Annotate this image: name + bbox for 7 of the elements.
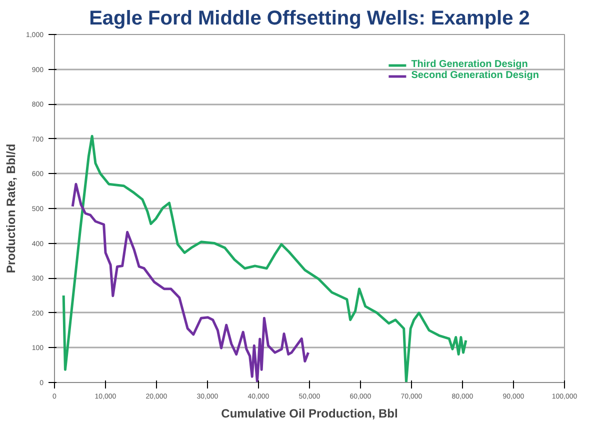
legend-label: Third Generation Design	[411, 59, 528, 70]
line-series	[62, 134, 468, 382]
chart-title: Eagle Ford Middle Offsetting Wells: Example 2	[89, 8, 530, 30]
legend-label: Second Generation Design	[411, 70, 539, 81]
y-axis-title: Production Rate, Bbl/d	[4, 144, 18, 274]
line-series	[71, 182, 310, 382]
x-axis-title: Cumulative Oil Production, Bbl	[221, 406, 398, 420]
